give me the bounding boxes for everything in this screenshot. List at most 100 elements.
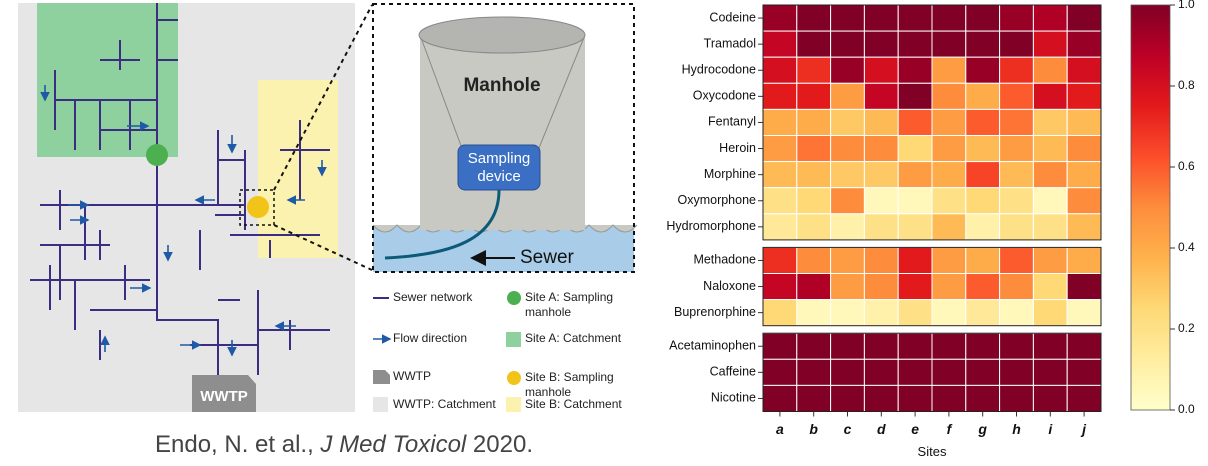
legend-label: Sewer network [393, 290, 473, 304]
heat-cell [965, 213, 1001, 241]
heat-cell [762, 161, 798, 189]
heat-cell [796, 135, 832, 163]
citation: Endo, N. et al., J Med Toxicol 2020. [155, 431, 533, 458]
heat-cell [897, 108, 933, 137]
colorbar-tick-label: 0.6 [1178, 159, 1195, 173]
heat-cell [863, 332, 899, 360]
y-tick-label: Tramadol [704, 36, 756, 50]
heat-cell [1032, 108, 1068, 137]
legend-label: Flow direction [393, 331, 467, 345]
heat-cell [830, 299, 865, 327]
heat-cell [796, 246, 832, 274]
heat-cell [762, 299, 798, 327]
shape: Sewer network Site A: SamplingmanholeFlow… [393, 290, 622, 411]
y-tick-label: Fentanyl [708, 115, 756, 129]
y-tick-label: Naloxone [703, 279, 756, 293]
heat-cell [999, 161, 1034, 189]
heat-cell [897, 384, 933, 412]
heat-cell [897, 82, 933, 110]
y-tick-label: Morphine [704, 167, 756, 181]
colorbar-tick-label: 0.0 [1178, 402, 1195, 416]
heat-cell [999, 358, 1034, 386]
heat-cell [897, 332, 933, 360]
heat-cell [1032, 332, 1068, 360]
heat-cell [863, 299, 899, 327]
heat-cell [1032, 299, 1068, 327]
heat-cell [931, 332, 967, 360]
shape [507, 371, 521, 385]
map-legend: Sewer network Site A: SamplingmanholeFlow… [373, 290, 622, 412]
sewer-map: WWTP [18, 3, 373, 412]
heat-cell [1066, 108, 1102, 137]
heat-cell [965, 187, 1001, 215]
legend-label: Site B: Sampling [525, 370, 614, 384]
heat-cell [830, 4, 865, 32]
x-tick-label: j [1080, 421, 1087, 437]
heat-cell [1066, 82, 1102, 110]
heat-cell [931, 135, 967, 163]
heat-cell [830, 30, 865, 58]
heat-cell [762, 4, 798, 32]
heat-cell [762, 358, 798, 386]
heat-cell [762, 332, 798, 360]
heat-cell [762, 246, 798, 274]
heat-cell [762, 30, 798, 58]
legend-label: manhole [525, 385, 571, 399]
heat-cell [999, 299, 1034, 327]
heat-cell [999, 384, 1034, 412]
heat-cell [897, 135, 933, 163]
heat-cell [1032, 56, 1068, 84]
heat-cell [1032, 135, 1068, 163]
shape [507, 291, 521, 305]
panel-frame [762, 246, 1102, 327]
heat-cell [863, 30, 899, 58]
heat-cell [965, 384, 1001, 412]
heat-cell [999, 135, 1034, 163]
heat-cell [1066, 358, 1102, 386]
x-tick-label: a [776, 421, 784, 437]
y-tick-label: Codeine [709, 10, 756, 24]
heat-cell [897, 299, 933, 327]
shape [418, 16, 586, 54]
x-axis-label: Sites [918, 444, 947, 459]
sewer-label: Sewer [520, 247, 575, 268]
heat-cell [965, 30, 1001, 58]
heat-cell [796, 187, 832, 215]
heat-cell [863, 135, 899, 163]
legend-label: manhole [525, 305, 571, 319]
heatmap: Codeine Tramadol Hydrocodone Oxycodone Fenta… [666, 0, 1195, 459]
citation-part: Endo, N. et al., [155, 431, 320, 458]
heat-cell [1032, 161, 1068, 189]
heat-cell [965, 82, 1001, 110]
heat-cell [897, 30, 933, 58]
y-tick-label: Oxymorphone [677, 193, 756, 207]
heat-cell [762, 108, 798, 137]
y-tick-label: Oxycodone [693, 89, 756, 103]
shape [372, 3, 635, 273]
heat-cell [897, 246, 933, 274]
heat-cell [796, 4, 832, 32]
heat-cell [863, 56, 899, 84]
heat-cell [762, 135, 798, 163]
shape [373, 370, 390, 384]
y-tick-label: Methadone [693, 253, 756, 267]
heat-cell [1032, 4, 1068, 32]
heat-cell [796, 161, 832, 189]
shape [384, 189, 501, 260]
shape [373, 225, 634, 272]
heat-cell [897, 358, 933, 386]
heat-cell [863, 213, 899, 241]
heat-cell [1032, 82, 1068, 110]
y-tick-label: Heroin [719, 141, 756, 155]
heat-cell [965, 108, 1001, 137]
heat-cell [830, 161, 865, 189]
heat-cell [999, 332, 1034, 360]
legend-label: Site A: Sampling [525, 290, 613, 304]
x-tick-label: c [844, 421, 852, 437]
heat-cell [931, 30, 967, 58]
y-tick-label: Buprenorphine [674, 305, 756, 319]
heat-cell [830, 187, 865, 215]
manhole-label: Manhole [463, 75, 540, 96]
heat-cell [762, 384, 798, 412]
heat-cell [796, 82, 832, 110]
